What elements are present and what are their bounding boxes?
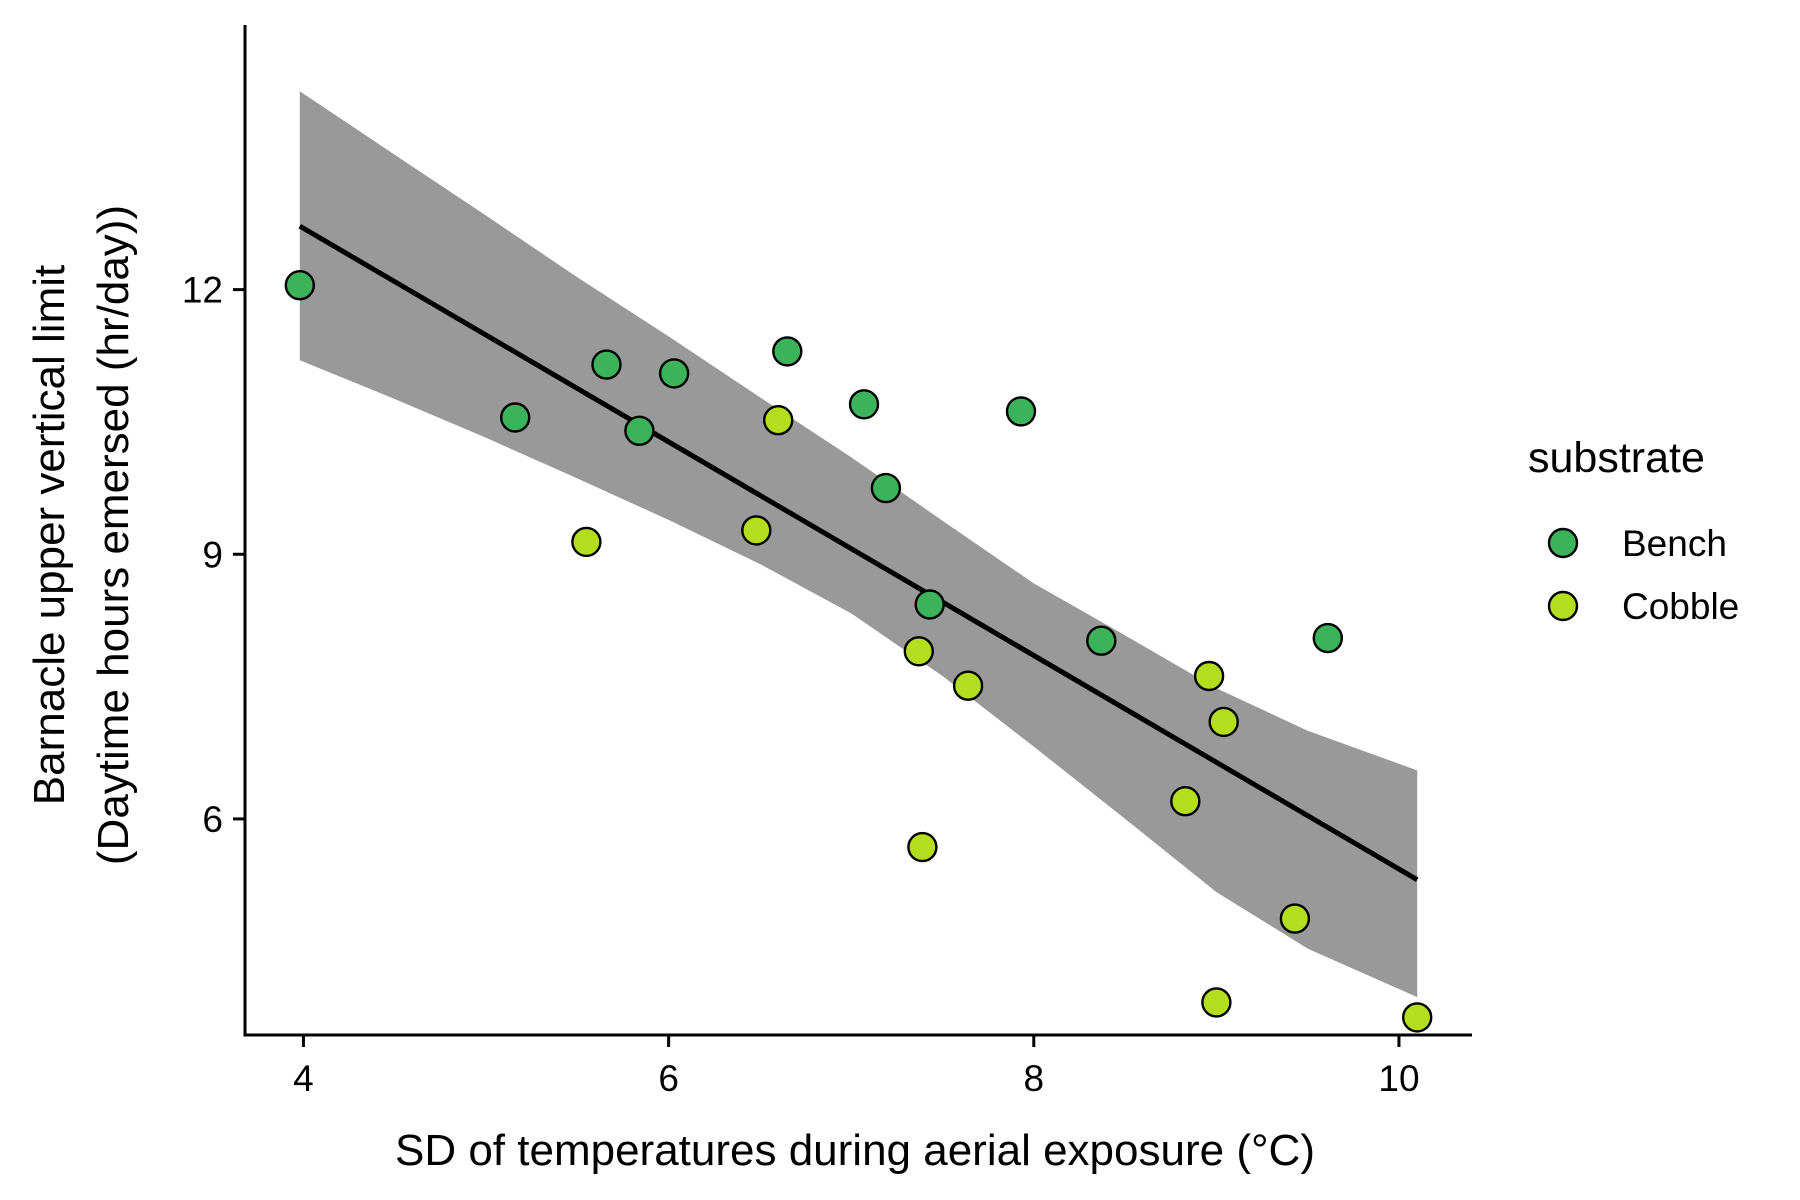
x-tick-label: 8 — [1023, 1058, 1044, 1099]
confidence-band — [299, 91, 1418, 998]
data-point-bench — [1086, 625, 1117, 656]
data-point-cobble — [1401, 1002, 1433, 1033]
legend-title: substrate — [1528, 434, 1705, 482]
data-point-cobble — [907, 831, 938, 863]
data-point-cobble — [1193, 660, 1225, 692]
data-point-cobble — [741, 515, 772, 546]
data-point-bench — [591, 349, 622, 380]
y-axis-title-line-1: Barnacle upper vertical limit — [25, 265, 74, 805]
data-point-cobble — [1279, 903, 1311, 934]
axis-ticks: 4 6 8 10 6 9 12 — [182, 270, 1420, 1099]
x-tick-label: 6 — [658, 1058, 679, 1099]
data-point-bench — [624, 415, 655, 446]
data-point-cobble — [952, 670, 984, 701]
legend-label-cobble: Cobble — [1622, 586, 1739, 627]
x-axis-title: SD of temperatures during aerial exposur… — [395, 1126, 1315, 1175]
data-point-cobble — [1208, 706, 1239, 738]
data-point-bench — [500, 402, 531, 433]
y-tick-label: 6 — [202, 799, 223, 840]
data-point-bench — [1005, 396, 1037, 427]
legend-swatch-bench — [1547, 527, 1579, 559]
y-tick-label: 12 — [182, 270, 223, 311]
legend: substrate Bench Cobble — [1528, 434, 1739, 627]
fit-line-layer — [298, 223, 1419, 882]
regression-line — [298, 223, 1419, 882]
x-tick-label: 4 — [293, 1058, 314, 1099]
data-point-bench — [870, 472, 902, 504]
data-point-bench — [772, 336, 803, 367]
confidence-band-layer — [299, 91, 1418, 998]
legend-swatch-cobble — [1547, 590, 1579, 622]
data-point-bench — [658, 358, 690, 389]
data-point-bench — [914, 589, 945, 620]
data-point-bench — [284, 270, 315, 301]
y-axis-title: Barnacle upper vertical limit (Daytime h… — [25, 205, 138, 865]
data-point-bench — [848, 389, 880, 420]
data-point-cobble — [903, 636, 934, 667]
y-axis-title-line-2: (Daytime hours emersed (hr/day)) — [89, 205, 138, 865]
data-point-cobble — [571, 526, 602, 558]
legend-label-bench: Bench — [1622, 523, 1727, 564]
data-point-cobble — [1201, 987, 1232, 1018]
data-point-cobble — [763, 405, 794, 436]
x-tick-label: 10 — [1378, 1058, 1419, 1099]
y-tick-label: 9 — [202, 534, 223, 575]
data-point-cobble — [1170, 786, 1201, 817]
points-layer — [284, 270, 1433, 1033]
data-point-bench — [1312, 622, 1344, 654]
